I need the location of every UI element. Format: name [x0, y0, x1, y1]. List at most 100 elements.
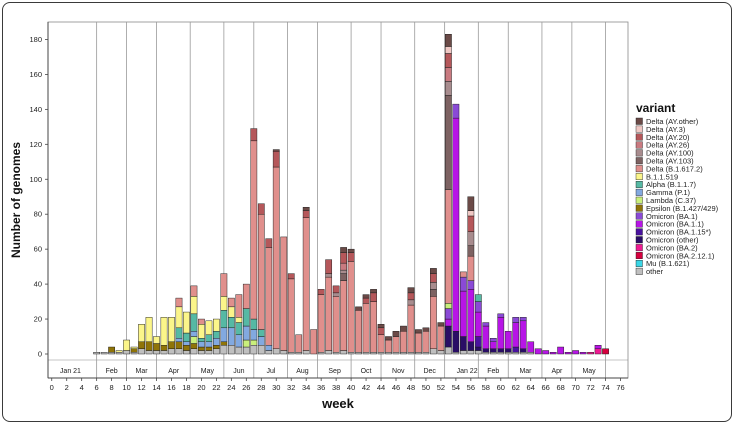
bar-segment: [474, 301, 482, 313]
legend-label: Omicron (BA.2): [646, 243, 698, 252]
bar-segment: [257, 336, 265, 346]
bar-segment: [407, 304, 415, 353]
bar-segment: [489, 348, 497, 353]
bar-segment: [355, 306, 362, 311]
bar-segment: [400, 331, 407, 353]
legend-swatch: [635, 260, 643, 267]
bar-segment: [474, 294, 482, 302]
bar-segment: [377, 324, 385, 329]
bar-segment: [250, 128, 258, 142]
bar-segment: [198, 350, 205, 355]
x-tick-label: 28: [257, 383, 265, 392]
legend-title: variant: [636, 101, 675, 115]
bar-segment: [587, 352, 594, 355]
bar-segment: [400, 325, 407, 332]
bar-segment: [325, 276, 333, 351]
x-tick-label: 6: [95, 383, 99, 392]
y-tick-label: 0: [38, 350, 42, 359]
bar-segment: [302, 350, 310, 355]
bar-segment: [602, 348, 609, 355]
legend-label: Mu (B.1.621): [646, 259, 690, 268]
bar-segment: [287, 278, 295, 353]
bar-segment: [340, 262, 347, 271]
bar-segment: [175, 327, 183, 339]
bar-segment: [250, 318, 258, 330]
bar-segment: [93, 352, 101, 355]
bar-segment: [265, 238, 273, 248]
bar-segment: [400, 352, 407, 355]
legend-swatch: [635, 165, 643, 173]
bar-segment: [317, 289, 325, 295]
bar-segment: [213, 331, 220, 339]
bar-segment: [265, 247, 273, 346]
x-ticks: 0 2 4 6 8 10 12 14 16 18 20 22 24 26 28 30 32 34 36 38 40 42 4…: [50, 378, 625, 392]
bar-segment: [227, 327, 235, 346]
bar-segment: [168, 341, 175, 349]
bar-segment: [594, 348, 602, 355]
bar-segment: [227, 317, 235, 329]
bar-segment: [205, 334, 213, 342]
bar-segment: [190, 285, 198, 297]
bar-segment: [325, 350, 333, 355]
bar-segment: [504, 348, 512, 353]
bar-segment: [272, 149, 280, 152]
bar-segment: [213, 318, 220, 332]
bar-segment: [415, 352, 422, 355]
bar-segment: [482, 352, 490, 355]
legend-label: Omicron (BA.1.15*): [646, 228, 712, 237]
bar-segment: [168, 348, 175, 355]
bar-segment: [474, 311, 482, 337]
bar-segment: [235, 322, 243, 336]
bar-segment: [445, 325, 452, 348]
x-tick-label: 8: [110, 383, 114, 392]
x-tick-label: 38: [332, 383, 340, 392]
bar-segment: [489, 338, 497, 342]
bar-segment: [295, 352, 303, 355]
x-tick-label: 24: [227, 383, 235, 392]
legend-swatch: [635, 228, 643, 236]
bar-segment: [594, 345, 602, 349]
bar-segment: [459, 290, 467, 337]
bar-segment: [272, 348, 280, 355]
month-boundaries: [96, 22, 606, 378]
x-tick-label: 66: [542, 383, 550, 392]
x-tick-label: 20: [197, 383, 205, 392]
x-tick-label: 30: [272, 383, 280, 392]
bar-segment: [385, 336, 392, 341]
legend-label: Lambda (C.37): [646, 196, 697, 205]
legend-swatch: [635, 244, 643, 252]
x-tick-label: 40: [347, 383, 355, 392]
bar-segment: [160, 317, 168, 346]
bar-segment: [242, 308, 250, 327]
bar-segment: [482, 348, 490, 353]
bar-segment: [265, 350, 273, 355]
bar-segment: [100, 352, 108, 355]
bar-segment: [175, 348, 183, 355]
bar-segment: [542, 350, 550, 355]
bar-segment: [257, 203, 265, 215]
bar-segment: [467, 255, 475, 281]
bar-segment: [235, 294, 243, 318]
bar-segment: [145, 341, 153, 351]
bar-segment: [145, 350, 153, 355]
bar-segment: [168, 317, 175, 342]
bar-segment: [198, 341, 205, 348]
bar-segment: [272, 151, 280, 168]
bar-segment: [497, 348, 505, 353]
x-tick-label: 26: [242, 383, 250, 392]
bar-segment: [519, 352, 527, 355]
legend-swatch: [635, 196, 643, 204]
y-tick-label: 40: [34, 280, 42, 289]
month-label: May: [582, 368, 596, 375]
bar-segment: [452, 352, 460, 355]
x-tick-label: 44: [377, 383, 385, 392]
bar-segment: [332, 285, 340, 294]
bar-segment: [474, 336, 482, 348]
month-label: Feb: [106, 368, 118, 375]
bar-segment: [257, 329, 265, 337]
legend-swatch: [635, 125, 643, 133]
x-tick-label: 50: [422, 383, 430, 392]
bar-segment: [370, 352, 377, 355]
bar-segment: [385, 339, 392, 353]
bar-segment: [183, 311, 190, 334]
